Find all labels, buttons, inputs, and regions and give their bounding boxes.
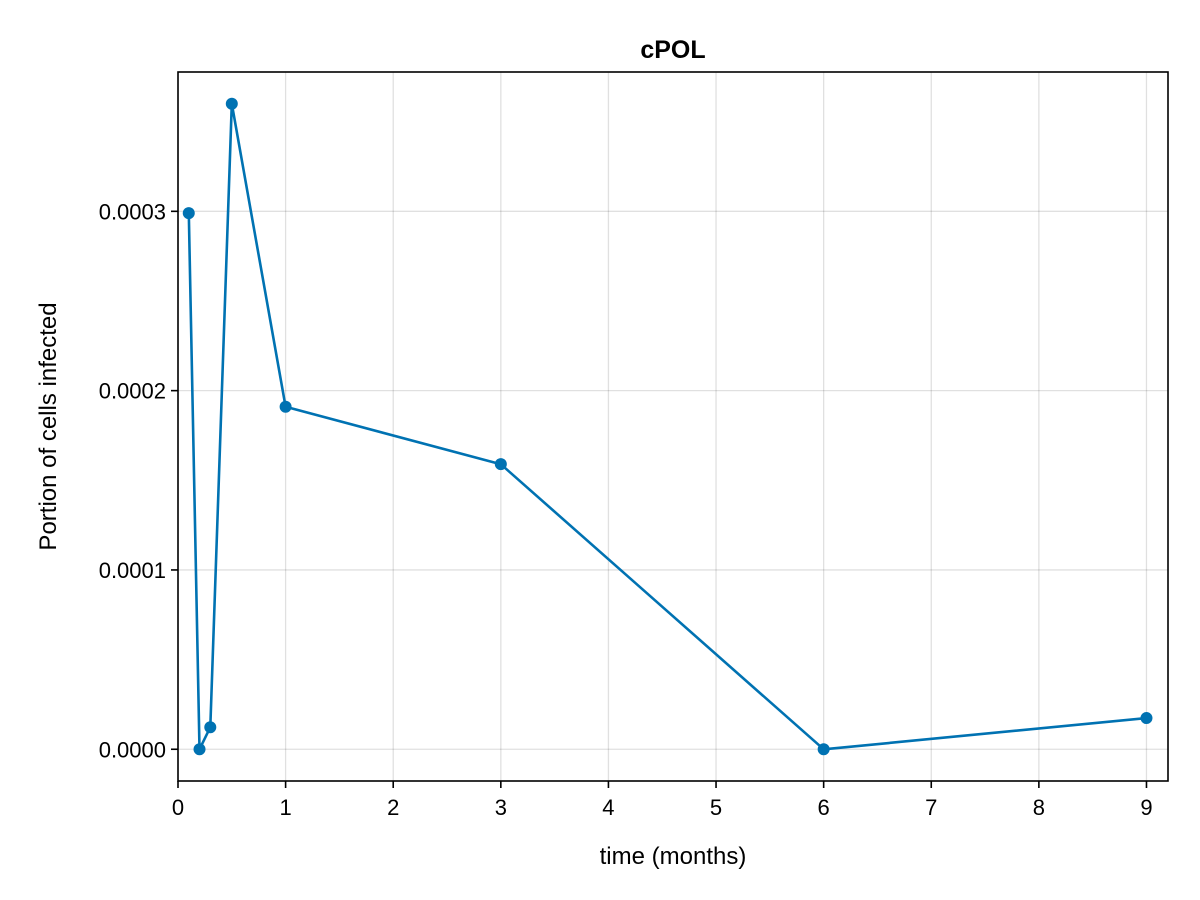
- x-tick-label: 1: [279, 795, 291, 820]
- data-point: [225, 97, 238, 110]
- data-point: [193, 743, 206, 756]
- y-tick-label: 0.0003: [99, 199, 166, 224]
- grid-lines: [177, 72, 1168, 781]
- series-line: [187, 102, 1147, 751]
- plot-frame: [177, 71, 1169, 782]
- y-tick-label: 0.0000: [99, 737, 166, 762]
- x-tick-label: 0: [172, 795, 184, 820]
- x-tick-label: 5: [710, 795, 722, 820]
- x-axis-label: time (months): [600, 843, 747, 870]
- series-layer: [182, 97, 1153, 756]
- axis-ticks: 0 1 2 3 4 5 6 7 8 9 0.0000 0.0001 0.0002 0.0003: [99, 199, 1153, 820]
- y-axis-label: Portion of cells infected: [35, 302, 62, 550]
- x-tick-label: 9: [1140, 795, 1152, 820]
- chart-title: cPOL: [640, 36, 705, 64]
- data-point: [1140, 712, 1153, 725]
- y-tick-label: 0.0002: [99, 379, 166, 404]
- data-point: [182, 207, 195, 220]
- x-tick-label: 4: [602, 795, 614, 820]
- x-tick-label: 7: [925, 795, 937, 820]
- data-point: [494, 458, 507, 471]
- x-tick-label: 8: [1033, 795, 1045, 820]
- x-tick-label: 6: [818, 795, 830, 820]
- data-point: [817, 743, 830, 756]
- data-point: [204, 721, 217, 734]
- x-tick-label: 2: [387, 795, 399, 820]
- data-point: [279, 400, 292, 413]
- x-tick-label: 3: [495, 795, 507, 820]
- y-tick-label: 0.0001: [99, 558, 166, 583]
